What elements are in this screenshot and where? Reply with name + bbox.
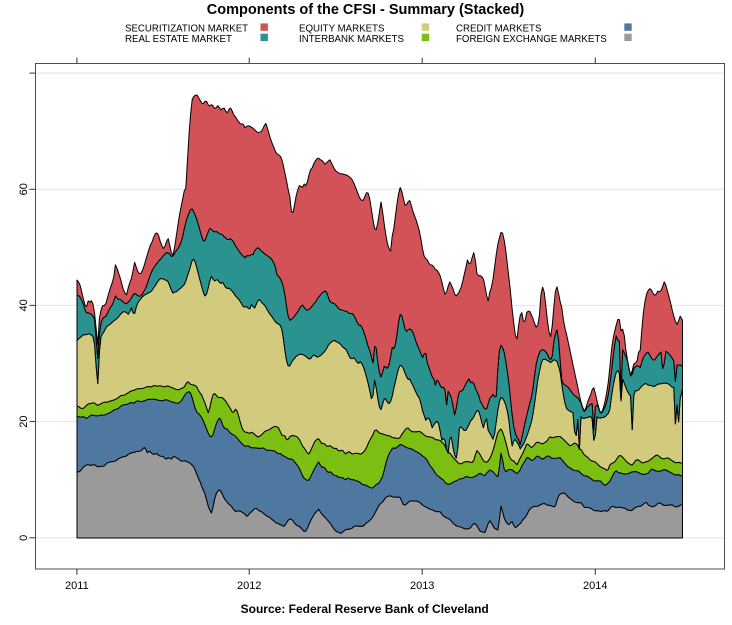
svg-text:Components of the CFSI - Summa: Components of the CFSI - Summary (Stacke… (207, 2, 525, 18)
svg-text:INTERBANK MARKETS: INTERBANK MARKETS (299, 34, 405, 45)
svg-text:CREDIT MARKETS: CREDIT MARKETS (456, 24, 542, 35)
svg-text:2014: 2014 (583, 580, 607, 592)
svg-text:2013: 2013 (410, 580, 434, 592)
svg-text:SECURITIZATION MARKET: SECURITIZATION MARKET (125, 24, 248, 35)
svg-text:60: 60 (18, 183, 30, 195)
svg-text:Source: Federal Reserve Bank o: Source: Federal Reserve Bank of Clevelan… (241, 602, 489, 616)
svg-text:40: 40 (18, 299, 30, 311)
svg-text:0: 0 (18, 535, 30, 541)
svg-text:2012: 2012 (237, 580, 261, 592)
svg-text:20: 20 (18, 415, 30, 427)
svg-text:2011: 2011 (65, 580, 89, 592)
svg-text:FOREIGN EXCHANGE MARKETS: FOREIGN EXCHANGE MARKETS (456, 34, 607, 45)
svg-text:REAL ESTATE MARKET: REAL ESTATE MARKET (125, 34, 232, 45)
svg-text:EQUITY MARKETS: EQUITY MARKETS (299, 24, 385, 35)
